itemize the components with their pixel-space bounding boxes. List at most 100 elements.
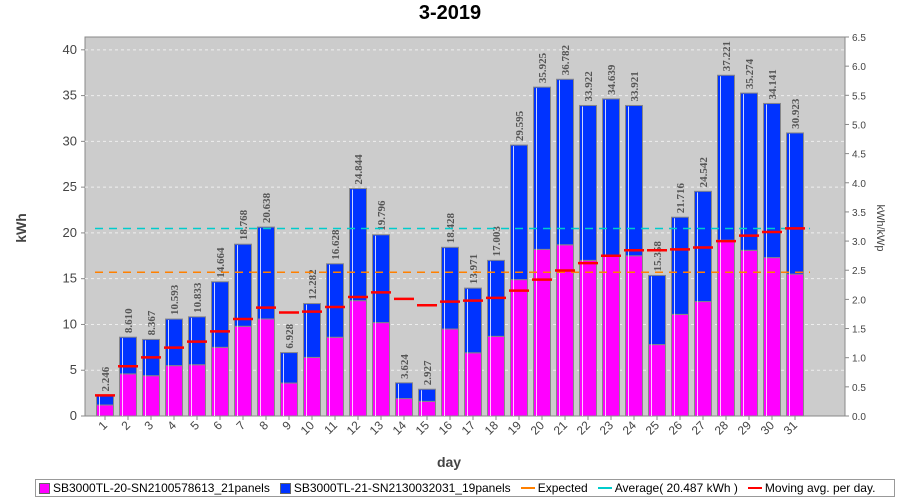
x-tick-label: 28 xyxy=(712,418,732,438)
y-tick-label: 25 xyxy=(63,179,77,194)
total-label: 35.274 xyxy=(744,58,756,89)
legend-item-inverter-21: SB3000TL-21-SN2130032031_19panels xyxy=(279,481,511,495)
bar-segment-inverter-21 xyxy=(234,243,252,327)
total-label: 37.221 xyxy=(721,41,733,71)
x-tick-label: 21 xyxy=(551,418,571,438)
total-label: 20.638 xyxy=(261,192,273,223)
x-tick-label: 2 xyxy=(118,418,133,433)
total-label: 19.796 xyxy=(376,200,388,231)
y2-tick-label: 3.0 xyxy=(852,237,866,248)
y-tick-label: 15 xyxy=(63,271,77,286)
bar-segment-inverter-21 xyxy=(648,274,666,346)
legend-item-moving-avg: Moving avg. per day. xyxy=(747,481,876,495)
y2-tick-label: 4.5 xyxy=(852,150,866,161)
bar-segment-inverter-21 xyxy=(441,246,459,330)
total-label: 13.971 xyxy=(468,254,480,284)
legend-swatch xyxy=(747,487,762,489)
x-tick-label: 9 xyxy=(279,418,294,433)
y-tick-label: 0 xyxy=(70,408,77,423)
y2-tick-label: 5.5 xyxy=(852,91,866,102)
total-label: 18.768 xyxy=(238,209,250,240)
total-label: 10.593 xyxy=(169,284,181,315)
bar-segment-inverter-21 xyxy=(119,336,137,375)
bar-segment-inverter-21 xyxy=(763,102,781,259)
total-label: 34.141 xyxy=(767,69,779,99)
bar-segment-inverter-21 xyxy=(464,287,482,354)
y2-tick-label: 2.5 xyxy=(852,266,866,277)
legend-item-average: Average( 20.487 kWh ) xyxy=(597,481,738,495)
legend-item-expected: Expected xyxy=(520,481,588,495)
x-tick-label: 11 xyxy=(321,418,340,437)
y-tick-label: 40 xyxy=(63,42,77,57)
x-tick-label: 16 xyxy=(436,418,456,438)
total-label: 12.282 xyxy=(307,269,319,300)
bar-segment-inverter-21 xyxy=(533,86,551,250)
legend-swatch xyxy=(520,487,535,489)
y2-tick-label: 1.0 xyxy=(852,354,866,365)
legend-label: Expected xyxy=(537,481,588,495)
bar-segment-inverter-21 xyxy=(671,216,689,315)
total-label: 29.595 xyxy=(514,110,526,141)
bar-segment-inverter-21 xyxy=(303,303,321,358)
y2-tick-label: 5.0 xyxy=(852,120,866,131)
y2-tick-label: 2.0 xyxy=(852,295,866,306)
total-label: 24.542 xyxy=(698,157,710,188)
bar-segment-inverter-21 xyxy=(418,388,436,402)
legend-label: SB3000TL-21-SN2130032031_19panels xyxy=(293,481,511,495)
y2-tick-label: 6.0 xyxy=(852,62,866,73)
x-tick-label: 31 xyxy=(781,418,801,438)
y2-tick-label: 3.5 xyxy=(852,208,866,219)
x-tick-label: 5 xyxy=(187,418,202,433)
total-label: 16.628 xyxy=(330,229,342,260)
x-tick-label: 18 xyxy=(482,418,502,438)
x-tick-label: 4 xyxy=(164,418,179,433)
total-label: 3.624 xyxy=(399,354,411,379)
chart-title: 3-2019 xyxy=(418,2,482,24)
y-axis-label: kWh xyxy=(13,213,29,243)
y2-tick-label: 0.0 xyxy=(852,412,866,423)
legend-label: Average( 20.487 kWh ) xyxy=(614,481,738,495)
y2-tick-label: 6.5 xyxy=(852,33,866,44)
legend-swatch xyxy=(279,482,291,494)
chart: 05101520253035400.00.51.01.52.02.53.03.5… xyxy=(13,33,886,470)
legend-swatch xyxy=(39,482,50,494)
y-tick-label: 10 xyxy=(63,316,77,331)
y-tick-label: 5 xyxy=(70,362,77,377)
bar-segment-inverter-21 xyxy=(510,144,528,281)
y-tick-label: 30 xyxy=(63,133,77,148)
x-tick-label: 8 xyxy=(256,418,271,433)
y2-tick-label: 4.0 xyxy=(852,179,866,190)
x-tick-label: 10 xyxy=(298,418,318,438)
total-label: 8.610 xyxy=(123,308,135,333)
legend-label: SB3000TL-20-SN2100578613_21panels xyxy=(53,481,270,495)
x-tick-label: 17 xyxy=(459,418,479,438)
total-label: 14.664 xyxy=(215,247,227,278)
total-label: 21.716 xyxy=(675,182,687,213)
y2-axis-label: kWh/kWp xyxy=(874,204,886,251)
x-tick-label: 23 xyxy=(597,418,617,438)
legend-item-inverter-20: SB3000TL-20-SN2100578613_21panels xyxy=(39,481,270,495)
bar-segment-inverter-21 xyxy=(165,318,183,367)
bar-segment-inverter-21 xyxy=(579,104,597,261)
bar-segment-inverter-21 xyxy=(556,78,574,246)
y-tick-label: 20 xyxy=(63,225,77,240)
x-tick-label: 3 xyxy=(141,418,156,433)
total-label: 15.358 xyxy=(652,241,664,272)
x-tick-label: 22 xyxy=(574,418,594,438)
total-label: 33.922 xyxy=(583,71,595,102)
x-tick-label: 7 xyxy=(233,418,248,433)
legend-label: Moving avg. per day. xyxy=(764,481,876,495)
bar-segment-inverter-21 xyxy=(372,234,390,324)
x-tick-label: 1 xyxy=(95,418,110,433)
total-label: 10.833 xyxy=(192,282,204,313)
total-label: 2.246 xyxy=(100,366,112,391)
x-tick-label: 6 xyxy=(210,418,225,433)
x-tick-label: 27 xyxy=(689,418,709,438)
x-tick-label: 13 xyxy=(367,418,387,438)
total-label: 33.921 xyxy=(629,71,641,101)
bar-segment-inverter-21 xyxy=(625,104,643,257)
legend: SB3000TL-20-SN2100578613_21panels SB3000… xyxy=(35,479,895,497)
bar-segment-inverter-21 xyxy=(786,132,804,275)
total-label: 35.925 xyxy=(537,52,549,83)
x-tick-label: 24 xyxy=(620,418,640,438)
